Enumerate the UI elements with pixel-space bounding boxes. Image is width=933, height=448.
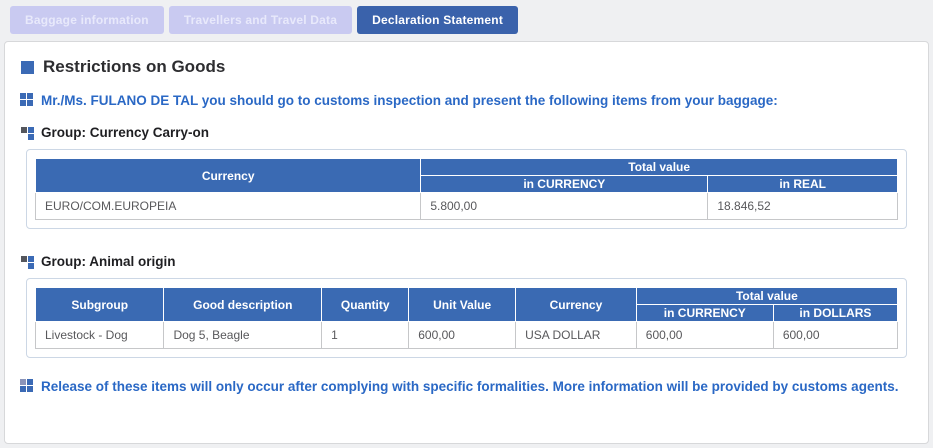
column-header-subgroup: Subgroup	[34, 287, 165, 323]
group-icon	[21, 127, 34, 141]
column-header-currency: Currency	[34, 158, 422, 194]
column-header-quantity: Quantity	[321, 287, 410, 323]
tab-baggage-information[interactable]: Baggage information	[10, 6, 164, 34]
column-header-unit-value: Unit Value	[408, 287, 517, 323]
cell-quantity: 1	[321, 321, 410, 350]
cell-value-in-currency: 5.800,00	[420, 192, 709, 221]
content-card: Restrictions on Goods Mr./Ms. FULANO DE …	[4, 41, 929, 444]
tab-declaration-statement[interactable]: Declaration Statement	[357, 6, 519, 34]
table-row: Livestock - Dog Dog 5, Beagle 1 600,00 U…	[34, 321, 899, 350]
tab-travellers-and-travel-data[interactable]: Travellers and Travel Data	[168, 6, 353, 34]
group-heading-currency-row: Group: Currency Carry-on	[21, 125, 928, 141]
grid-icon	[20, 379, 33, 393]
column-header-good-description: Good description	[163, 287, 323, 323]
section-square-icon	[21, 60, 34, 74]
currency-table-card: Currency Total value in CURRENCY in REAL…	[26, 149, 907, 230]
group-icon	[21, 256, 34, 270]
cell-subgroup: Livestock - Dog	[34, 321, 165, 350]
cell-currency-name: EURO/COM.EUROPEIA	[34, 192, 422, 221]
column-header-in-currency: in CURRENCY	[635, 304, 774, 323]
column-header-in-currency: in CURRENCY	[420, 175, 709, 194]
column-header-currency: Currency	[515, 287, 637, 323]
cell-value-in-real: 18.846,52	[707, 192, 898, 221]
cell-total-in-dollars: 600,00	[772, 321, 899, 350]
page-title-row: Restrictions on Goods	[21, 57, 928, 77]
grid-icon	[20, 93, 33, 106]
animal-table: Subgroup Good description Quantity Unit …	[34, 287, 899, 350]
footer-message: Release of these items will only occur a…	[41, 379, 899, 395]
cell-unit-value: 600,00	[408, 321, 517, 350]
column-header-in-real: in REAL	[707, 175, 898, 194]
footer-message-row: Release of these items will only occur a…	[20, 377, 910, 397]
page-title: Restrictions on Goods	[43, 57, 226, 76]
column-header-total-value: Total value	[635, 287, 899, 306]
column-header-in-dollars: in DOLLARS	[772, 304, 899, 323]
group-heading-animal-row: Group: Animal origin	[21, 254, 928, 270]
intro-message: Mr./Ms. FULANO DE TAL you should go to c…	[41, 93, 778, 108]
cell-total-in-currency: 600,00	[635, 321, 774, 350]
cell-currency: USA DOLLAR	[515, 321, 637, 350]
animal-table-card: Subgroup Good description Quantity Unit …	[26, 278, 907, 359]
cell-good-description: Dog 5, Beagle	[163, 321, 323, 350]
column-header-total-value: Total value	[420, 158, 898, 177]
table-row: EURO/COM.EUROPEIA 5.800,00 18.846,52	[34, 192, 898, 221]
currency-table: Currency Total value in CURRENCY in REAL…	[34, 158, 898, 221]
tab-bar: Baggage information Travellers and Trave…	[0, 0, 933, 34]
group-heading-animal: Group: Animal origin	[41, 254, 176, 270]
intro-message-row: Mr./Ms. FULANO DE TAL you should go to c…	[20, 91, 910, 111]
group-heading-currency: Group: Currency Carry-on	[41, 125, 210, 141]
